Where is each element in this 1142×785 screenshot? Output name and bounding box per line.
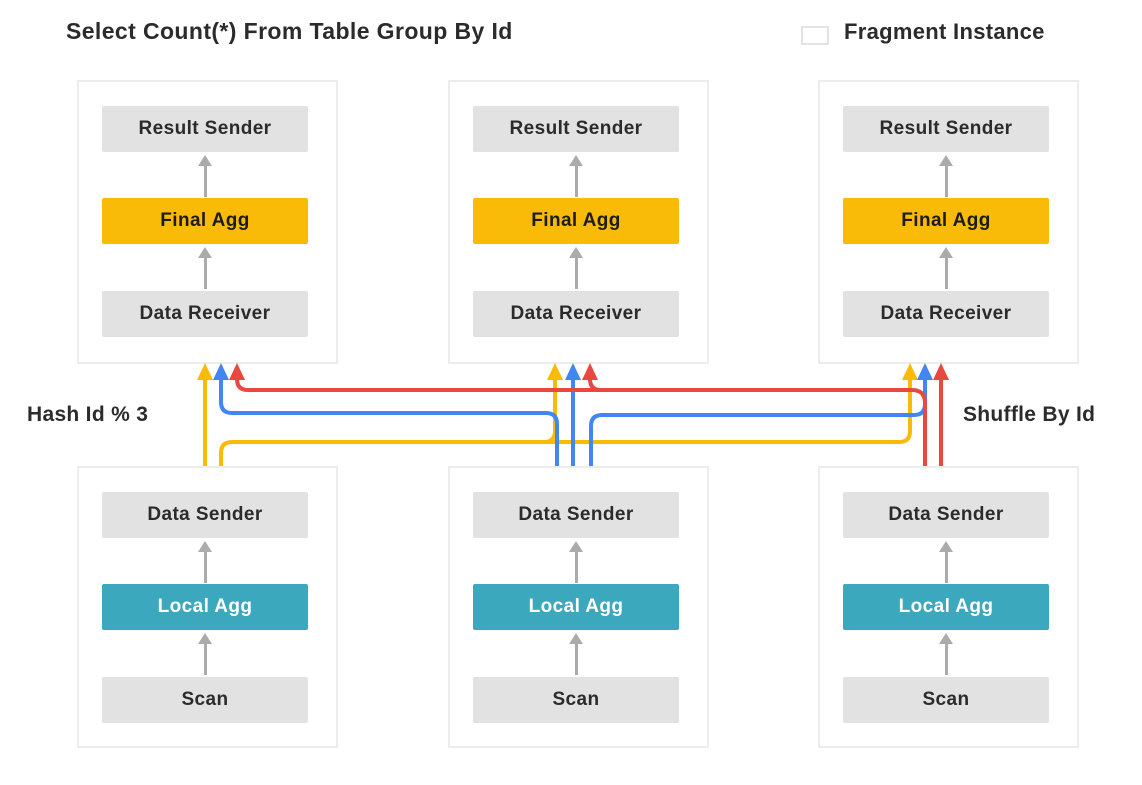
up-arrow-icon: [569, 247, 583, 289]
up-arrow-icon: [569, 155, 583, 197]
up-arrow-icon: [198, 633, 212, 675]
arrowhead-blue: [917, 363, 933, 380]
arrowhead-yellow: [197, 363, 213, 380]
arrowhead-yellow: [902, 363, 918, 380]
fragment-bottom-right: Data Sender Local Agg Scan: [818, 466, 1079, 748]
node-final-agg: Final Agg: [102, 198, 308, 244]
node-data-receiver: Data Receiver: [102, 291, 308, 337]
up-arrow-icon: [939, 155, 953, 197]
arrowhead-red: [582, 363, 598, 380]
fragment-top-left: Result Sender Final Agg Data Receiver: [77, 80, 338, 364]
node-data-sender: Data Sender: [473, 492, 679, 538]
node-scan: Scan: [473, 677, 679, 723]
flow-red: [229, 363, 949, 466]
arrowhead-red: [229, 363, 245, 380]
arrowhead-blue: [565, 363, 581, 380]
node-local-agg: Local Agg: [102, 584, 308, 630]
fragment-top-right: Result Sender Final Agg Data Receiver: [818, 80, 1079, 364]
arrowhead-yellow: [547, 363, 563, 380]
node-data-receiver: Data Receiver: [843, 291, 1049, 337]
up-arrow-icon: [939, 633, 953, 675]
node-data-sender: Data Sender: [843, 492, 1049, 538]
label-hash-id-mod-3: Hash Id % 3: [27, 403, 149, 426]
node-data-sender: Data Sender: [102, 492, 308, 538]
node-local-agg: Local Agg: [473, 584, 679, 630]
node-final-agg: Final Agg: [473, 198, 679, 244]
node-result-sender: Result Sender: [473, 106, 679, 152]
node-scan: Scan: [843, 677, 1049, 723]
flow-yellow: [197, 363, 918, 466]
fragment-instance-swatch-icon: [801, 25, 829, 45]
legend: Fragment Instance: [801, 19, 1045, 45]
node-data-receiver: Data Receiver: [473, 291, 679, 337]
node-result-sender: Result Sender: [843, 106, 1049, 152]
fragment-bottom-middle: Data Sender Local Agg Scan: [448, 466, 709, 748]
diagram-title: Select Count(*) From Table Group By Id: [66, 18, 513, 44]
up-arrow-icon: [198, 247, 212, 289]
label-shuffle-by-id: Shuffle By Id: [963, 403, 1096, 426]
up-arrow-icon: [939, 247, 953, 289]
node-result-sender: Result Sender: [102, 106, 308, 152]
node-local-agg: Local Agg: [843, 584, 1049, 630]
up-arrow-icon: [569, 633, 583, 675]
up-arrow-icon: [198, 541, 212, 583]
arrowhead-blue: [213, 363, 229, 380]
fragment-top-middle: Result Sender Final Agg Data Receiver: [448, 80, 709, 364]
fragment-bottom-left: Data Sender Local Agg Scan: [77, 466, 338, 748]
node-final-agg: Final Agg: [843, 198, 1049, 244]
node-scan: Scan: [102, 677, 308, 723]
arrowhead-red: [933, 363, 949, 380]
flow-blue: [213, 363, 933, 466]
legend-label: Fragment Instance: [844, 19, 1045, 44]
up-arrow-icon: [569, 541, 583, 583]
up-arrow-icon: [939, 541, 953, 583]
up-arrow-icon: [198, 155, 212, 197]
